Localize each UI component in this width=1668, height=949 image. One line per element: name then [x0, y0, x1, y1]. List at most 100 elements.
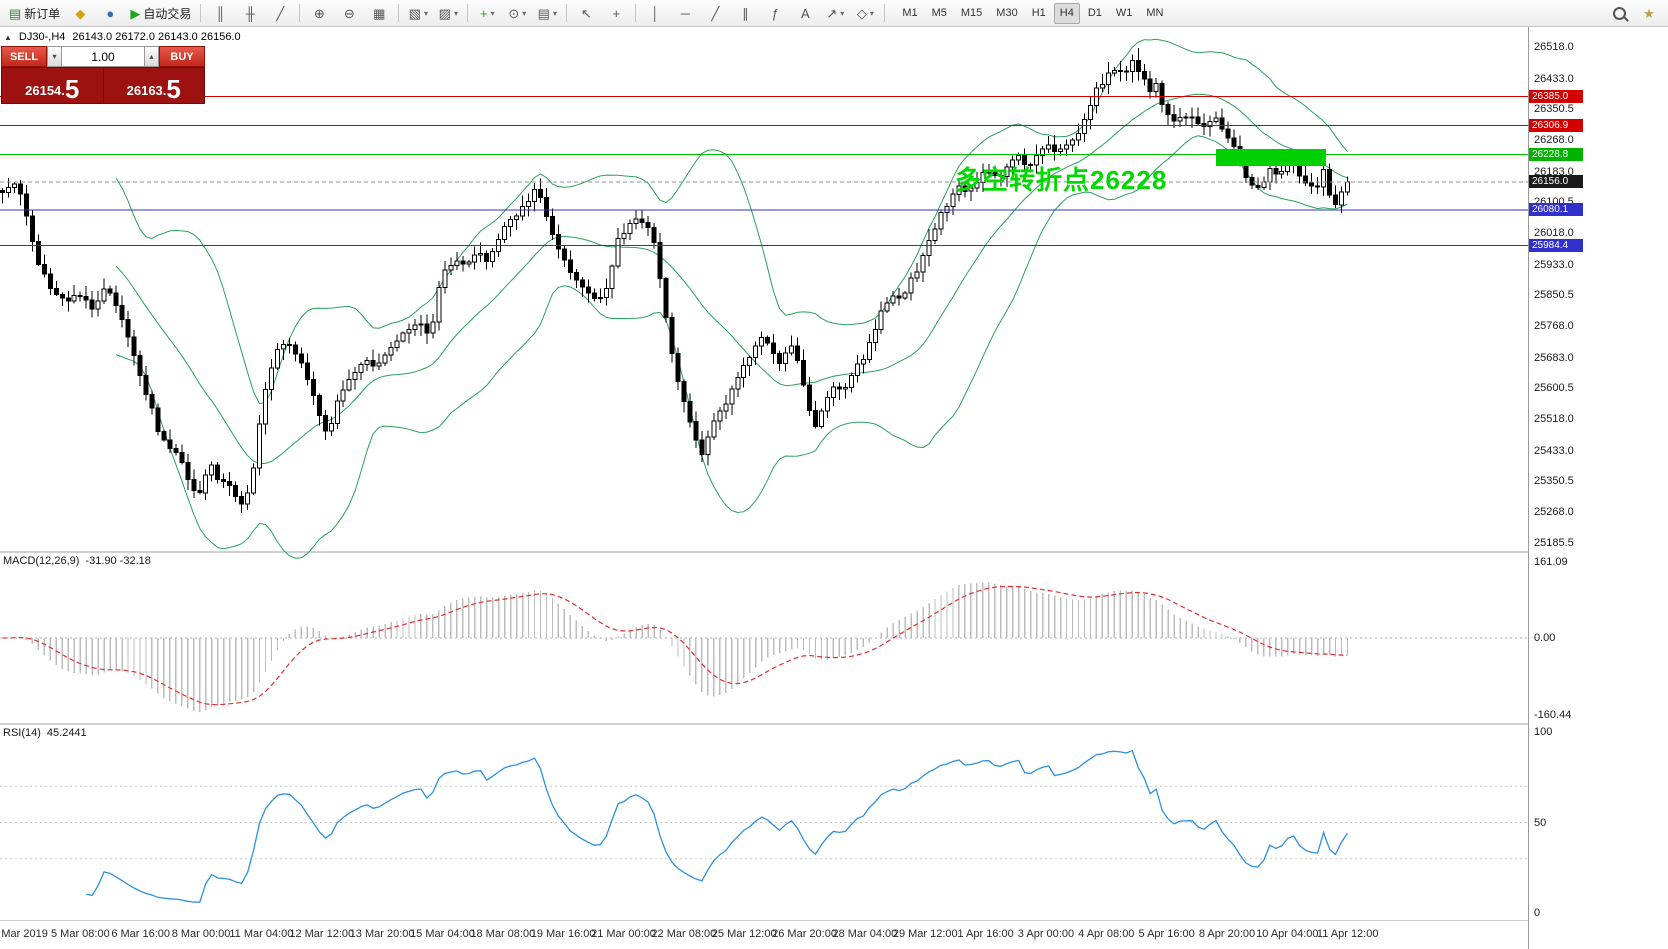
highlight-rectangle[interactable]	[1216, 149, 1326, 166]
candles	[0, 48, 1350, 513]
price-axis-tick: 26268.0	[1534, 134, 1574, 147]
timeframe-h1-button[interactable]: H1	[1031, 7, 1046, 19]
arrows-icon: ↗	[826, 5, 838, 21]
market-watch-button[interactable]: ◆	[66, 2, 94, 25]
time-axis-label: 18 Mar 08:00	[470, 928, 536, 940]
navigator-button[interactable]: ●	[96, 2, 124, 25]
new-chart-button[interactable]: ▧ ▾	[404, 2, 432, 25]
autotrading-button[interactable]: ▶ 自动交易	[126, 2, 195, 25]
crosshair-button[interactable]: +	[602, 2, 630, 25]
chevron-down-icon: ▾	[453, 8, 458, 18]
bollinger-bands	[115, 38, 1348, 559]
time-axis-label: 15 Mar 04:00	[410, 928, 475, 940]
time-axis-label: 19 Mar 16:00	[530, 928, 596, 940]
price-axis-tick: 25185.5	[1534, 536, 1574, 549]
timeframe-mn-button[interactable]: MN	[1146, 7, 1164, 19]
buy-price-main: 26163.	[126, 83, 167, 98]
time-axis-label: 11 Mar 04:00	[229, 928, 294, 940]
timeframe-m30-button[interactable]: M30	[996, 7, 1018, 19]
rsi-axis-tick: 50	[1534, 816, 1547, 829]
search-icon	[1612, 6, 1626, 20]
timeframe-group: M1 M5 M15 M30 H1 H4 D1 W1 MN	[895, 2, 1170, 24]
symbol-period-label: DJ30-,H4	[18, 31, 66, 43]
price-axis[interactable]: 26518.026433.026350.526268.026183.026100…	[1528, 27, 1668, 949]
annotation-text[interactable]: 多空转折点26228	[955, 165, 1168, 195]
timeframe-m5-button[interactable]: M5	[931, 7, 947, 19]
chevron-down-icon: ▾	[490, 8, 495, 18]
zoom-in-button[interactable]: ⊕	[305, 2, 333, 25]
price-axis-tick: 25933.0	[1534, 258, 1574, 271]
buy-button[interactable]: BUY	[159, 46, 205, 67]
shapes-button[interactable]: ◇ ▾	[851, 2, 879, 25]
cursor-button[interactable]: ↖	[572, 2, 600, 25]
trendline-icon: ╱	[711, 5, 720, 21]
trendline-button[interactable]: ╱	[701, 2, 729, 25]
cursor-icon: ↖	[580, 5, 592, 21]
horizontal-line-button[interactable]: ─	[671, 2, 699, 25]
chevron-down-icon: ▾	[522, 8, 527, 18]
line-chart-button[interactable]: ╱	[266, 2, 294, 25]
toolbar-separator	[566, 4, 568, 22]
zoom-out-button[interactable]: ⊖	[335, 2, 363, 25]
indicators-button[interactable]: + ▾	[473, 2, 501, 25]
text-button[interactable]: A	[791, 2, 819, 25]
volume-increase-button[interactable]: ▴	[144, 46, 159, 67]
channel-button[interactable]: ∥	[731, 2, 759, 25]
candles-chart-button[interactable]: ╫	[236, 2, 264, 25]
price-level-label: 26080.1	[1529, 203, 1583, 217]
macd-histogram	[7, 582, 1349, 712]
profiles-icon: ▨	[438, 5, 451, 21]
text-icon: A	[800, 5, 810, 21]
toolbar-separator	[467, 4, 469, 22]
time-axis-label: 28 Mar 04:00	[832, 928, 898, 940]
crosshair-icon: +	[612, 5, 621, 21]
new-order-button[interactable]: ▤ 新订单	[5, 2, 64, 25]
one-click-trading-panel: SELL ▾ 1.00 ▴ BUY 26154. 5 26163. 5	[1, 46, 205, 104]
macd-values: -31.90 -32.18	[85, 555, 151, 567]
sell-price-main: 26154.	[25, 83, 65, 98]
vertical-line-icon: │	[651, 5, 660, 21]
trade-panel-collapse-icon[interactable]: ▲	[4, 32, 12, 42]
tile-windows-button[interactable]: ▦	[365, 2, 393, 25]
arrows-button[interactable]: ↗ ▾	[821, 2, 849, 25]
price-level-label: 26156.0	[1529, 174, 1583, 188]
price-axis-tick: 25600.5	[1534, 382, 1574, 395]
templates-button[interactable]: ▤ ▾	[533, 2, 561, 25]
rsi-line	[86, 749, 1349, 903]
search-button[interactable]	[1605, 2, 1633, 25]
price-axis-tick: 26183.0	[1534, 165, 1574, 178]
timeframe-w1-button[interactable]: W1	[1115, 7, 1133, 19]
volume-decrease-button[interactable]: ▾	[47, 46, 62, 67]
macd-label: MACD(12,26,9) -31.90 -32.18	[3, 555, 151, 567]
autotrading-label: 自动交易	[143, 6, 192, 21]
panel-separators	[0, 551, 1528, 922]
tile-windows-icon: ▦	[373, 5, 386, 21]
timeframe-m1-button[interactable]: M1	[902, 7, 918, 19]
chart-info-line: ▲ DJ30-,H4 26143.0 26172.0 26143.0 26156…	[4, 31, 241, 43]
price-level-label: 26385.0	[1529, 89, 1583, 103]
fibonacci-icon: ƒ	[771, 5, 779, 21]
periods-button[interactable]: ⊙ ▾	[503, 2, 531, 25]
time-axis-label: 25 Mar 12:00	[711, 928, 777, 940]
chevron-down-icon: ▾	[869, 8, 874, 18]
sell-button[interactable]: SELL	[1, 46, 47, 67]
fibonacci-button[interactable]: ƒ	[761, 2, 789, 25]
volume-input[interactable]: 1.00	[62, 46, 144, 67]
timeframe-h4-button[interactable]: H4	[1053, 2, 1080, 24]
timeframe-m15-button[interactable]: M15	[960, 7, 983, 19]
line-chart-icon: ╱	[276, 5, 285, 21]
rsi-axis-tick: 0	[1534, 907, 1541, 919]
candles-chart-icon: ╫	[245, 5, 255, 21]
chevron-down-icon: ▾	[423, 8, 428, 18]
profiles-button[interactable]: ▨ ▾	[434, 2, 462, 25]
vertical-line-button[interactable]: │	[641, 2, 669, 25]
time-axis-label: 4 Mar 2019	[0, 928, 48, 940]
time-axis-label: 29 Mar 12:00	[892, 928, 958, 940]
timeframe-d1-button[interactable]: D1	[1087, 7, 1102, 19]
ohlc-values: 26143.0 26172.0 26143.0 26156.0	[72, 31, 241, 43]
horizontal-line-icon: ─	[680, 5, 690, 21]
zoom-in-icon: ⊕	[313, 5, 325, 21]
favorites-button[interactable]: ★	[1635, 2, 1663, 25]
bars-chart-button[interactable]: ║	[206, 2, 234, 25]
